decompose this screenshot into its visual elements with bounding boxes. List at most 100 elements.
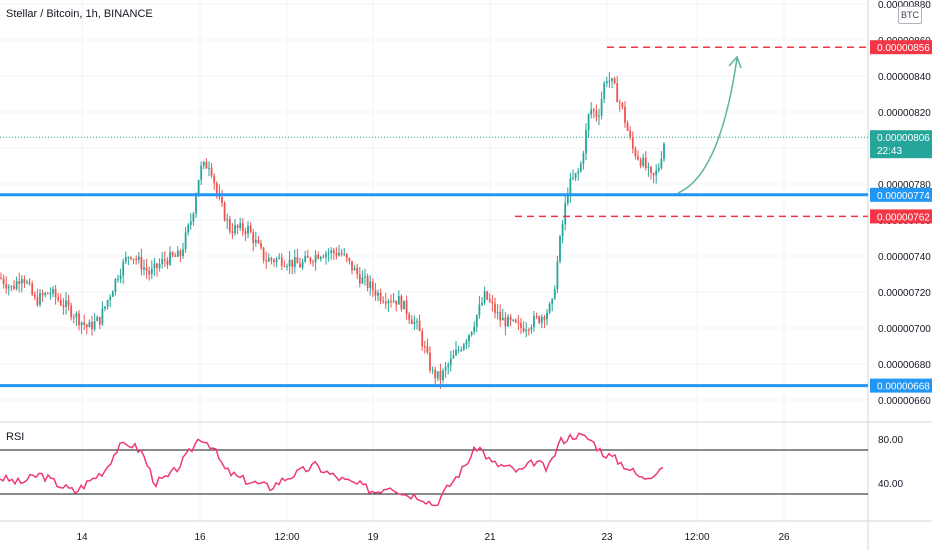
candle-body: [257, 239, 260, 244]
price-tick-label: 0.00000680: [878, 360, 931, 371]
candle-body: [572, 177, 574, 179]
candle-body: [106, 300, 109, 307]
candle-body: [496, 312, 499, 314]
candle-body: [163, 259, 166, 261]
candle-body: [5, 284, 8, 289]
candle-body: [455, 349, 457, 356]
candle-body: [59, 300, 62, 306]
candle-body: [150, 268, 153, 275]
candle-body: [613, 78, 616, 84]
candle-body: [395, 300, 398, 305]
candle-body: [392, 300, 395, 302]
time-tick-label: 16: [194, 532, 206, 543]
candle-body: [566, 194, 569, 204]
candle-body: [639, 159, 642, 166]
candle-body: [249, 225, 252, 233]
candle-body: [13, 285, 15, 289]
candle-body: [605, 81, 608, 84]
symbol-title: Stellar / Bitcoin, 1h, BINANCE: [6, 8, 153, 20]
candle-body: [169, 252, 171, 265]
candle-body: [286, 266, 288, 268]
support-price-tag-text: 0.00000774: [877, 191, 930, 202]
candle-body: [83, 322, 86, 325]
candle-body: [444, 367, 447, 371]
candle-body: [335, 252, 338, 256]
candle-body: [46, 292, 49, 294]
candle-body: [587, 114, 590, 131]
candle-body: [117, 278, 119, 280]
candle-body: [322, 256, 325, 258]
candle-body: [488, 299, 491, 302]
candle-body: [603, 83, 606, 99]
candle-body: [348, 258, 351, 262]
candle-body: [213, 175, 216, 184]
candle-body: [447, 364, 450, 368]
candle-body: [267, 258, 270, 262]
candle-body: [512, 319, 515, 321]
target-price-tag-text: 0.00000856: [877, 43, 930, 54]
candle-body: [197, 179, 200, 197]
candle-body: [538, 316, 541, 323]
candle-body: [7, 286, 10, 289]
candle-body: [517, 322, 520, 324]
candle-body: [387, 301, 390, 304]
candle-body: [663, 143, 665, 159]
time-tick-label: 19: [367, 532, 379, 543]
candle-body: [564, 203, 567, 224]
candle-body: [650, 166, 652, 174]
candle-body: [202, 161, 205, 166]
candle-body: [291, 259, 294, 267]
candle-body: [148, 270, 151, 275]
candle-body: [657, 167, 660, 171]
candle-body: [111, 291, 114, 297]
candle-body: [590, 109, 593, 115]
candle-body: [273, 260, 275, 263]
candle-body: [62, 305, 65, 307]
candle-body: [265, 260, 268, 262]
candle-body: [530, 327, 533, 330]
candle-body: [345, 254, 348, 259]
candle-body: [91, 321, 93, 330]
target-price-tag: [870, 40, 932, 55]
candle-body: [390, 301, 392, 303]
candle-body: [494, 303, 496, 314]
candle-body: [36, 297, 39, 305]
candle-body: [499, 312, 502, 321]
candle-body: [156, 263, 158, 269]
candle-body: [176, 250, 179, 257]
candle-body: [166, 260, 169, 265]
candle-body: [137, 256, 140, 260]
candle-body: [312, 261, 314, 263]
candle-body: [423, 346, 426, 348]
candle-body: [577, 171, 580, 173]
candle-body: [231, 231, 234, 234]
candle-body: [221, 197, 223, 203]
candle-body: [239, 223, 242, 228]
candle-body: [465, 341, 468, 345]
candle-body: [119, 275, 122, 279]
candle-body: [182, 249, 184, 257]
candle-body: [353, 267, 356, 271]
candle-body: [418, 320, 421, 332]
candle-body: [556, 261, 559, 290]
currency-badge[interactable]: BTC: [898, 6, 922, 24]
candle-body: [647, 166, 650, 168]
candle-body: [140, 256, 143, 270]
candle-body: [179, 250, 182, 257]
candle-body: [0, 277, 2, 279]
candle-body: [452, 355, 455, 359]
current-price-tag-text: 22:43: [877, 146, 902, 157]
candle-body: [260, 243, 262, 248]
candle-body: [301, 261, 304, 268]
candle-body: [340, 252, 343, 255]
candle-body: [522, 327, 525, 332]
candle-body: [384, 301, 387, 304]
candle-body: [262, 247, 265, 261]
candle-body: [504, 317, 507, 327]
candle-body: [621, 103, 624, 107]
candle-body: [93, 321, 96, 330]
candle-body: [96, 316, 99, 322]
candle-body: [429, 352, 431, 371]
candle-body: [293, 257, 296, 267]
